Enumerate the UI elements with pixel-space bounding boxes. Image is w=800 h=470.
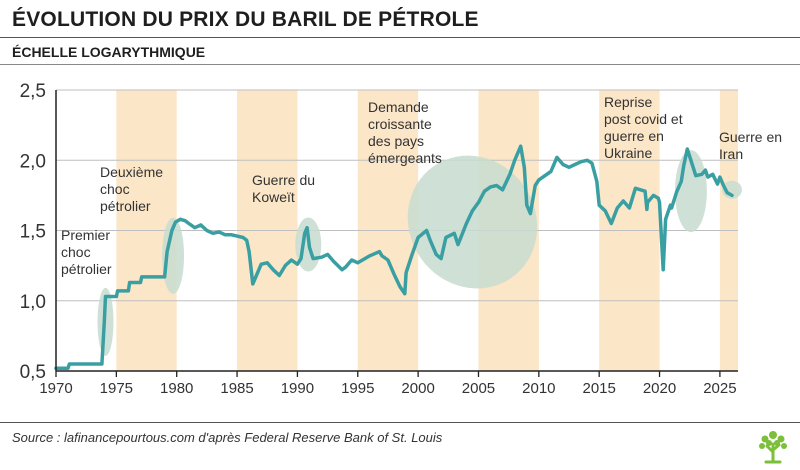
event-annotation: Guerre en Iran [719,129,782,162]
annotation-line: Guerre en [719,129,782,145]
x-tick-label: 2015 [582,380,615,397]
subtitle-divider [0,64,800,65]
annotation-line: pétrolier [61,261,112,277]
annotation-line: Deuxième [100,164,163,180]
oil-price-chart: 0,5 1,0 1,5 2,0 2,5 1970 1975 1980 1985 1990 1995… [20,81,782,397]
event-annotation: Premier choc pétrolier [61,227,112,277]
x-tick-label: 1995 [341,380,374,397]
annotation-line: post covid et [604,111,683,127]
series-line [54,144,734,370]
annotation-line: choc [61,244,91,260]
annotation-line: Koweït [252,189,295,205]
x-tick-label: 1985 [220,380,253,397]
annotation-line: pétrolier [100,198,151,214]
annotation-line: Reprise [604,94,652,110]
annotation-line: Premier [61,227,110,243]
page-title: ÉVOLUTION DU PRIX DU BARIL DE PÉTROLE [12,8,479,31]
x-tick-label: 1980 [160,380,193,397]
x-tick-label: 2005 [462,380,495,397]
event-annotation: Reprise post covid et guerre en Ukraine [604,94,683,161]
annotation-line: Guerre du [252,172,315,188]
event-annotation: Deuxième choc pétrolier [100,164,163,214]
title-divider [0,37,800,38]
axes [55,90,738,377]
tree-logo-icon [759,431,787,464]
x-tick-label: 2020 [643,380,676,397]
source-divider [0,422,800,423]
y-tick-labels: 0,5 1,0 1,5 2,0 2,5 [20,81,46,383]
page-subtitle: ÉCHELLE LOGARYTHMIQUE [12,44,206,60]
annotation-line: des pays [368,133,424,149]
annotation-line: choc [100,181,130,197]
x-tick-labels: 1970 1975 1980 1985 1990 1995 2000 2005 2010 2015… [39,380,736,397]
annotation-line: Ukraine [604,145,652,161]
x-tick-label: 1970 [39,380,72,397]
annotation-line: croissante [368,116,432,132]
y-tick-label: 2,5 [20,81,46,102]
y-tick-label: 1,5 [20,222,46,243]
event-annotation: Demande croissante des pays émergeants [368,99,442,166]
annotation-line: Iran [719,146,743,162]
y-tick-label: 2,0 [20,151,46,172]
y-tick-label: 1,0 [20,292,46,313]
annotation-line: émergeants [368,150,442,166]
source-note: Source : lafinancepourtous.com d'après F… [12,430,443,445]
x-tick-label: 2010 [522,380,555,397]
annotation-line: guerre en [604,128,664,144]
event-annotation: Guerre du Koweït [252,172,315,205]
y-tick-label: 0,5 [20,362,46,383]
highlight-ellipse [162,217,185,294]
annotation-line: Demande [368,99,429,115]
x-tick-label: 2025 [703,380,736,397]
price-series [54,144,734,370]
x-tick-label: 2000 [401,380,434,397]
x-tick-label: 1990 [281,380,314,397]
x-tick-label: 1975 [100,380,133,397]
